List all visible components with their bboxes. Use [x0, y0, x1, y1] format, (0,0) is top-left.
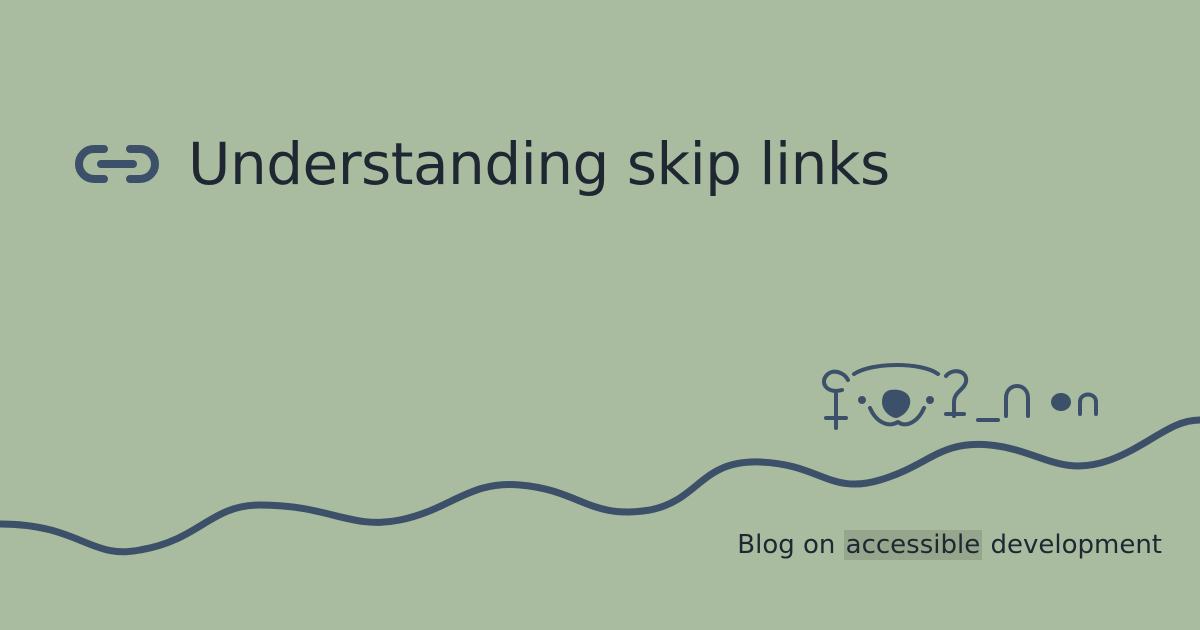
link-icon — [75, 145, 159, 183]
page-title: Understanding skip links — [188, 130, 890, 198]
tagline: Blog on accessible development — [737, 524, 1162, 566]
tagline-prefix: Blog on — [737, 530, 836, 560]
title-row: Understanding skip links — [74, 128, 890, 200]
tagline-suffix: development — [990, 530, 1162, 560]
tagline-highlight: accessible — [843, 530, 983, 560]
koala-peeking-icon — [822, 363, 1098, 430]
